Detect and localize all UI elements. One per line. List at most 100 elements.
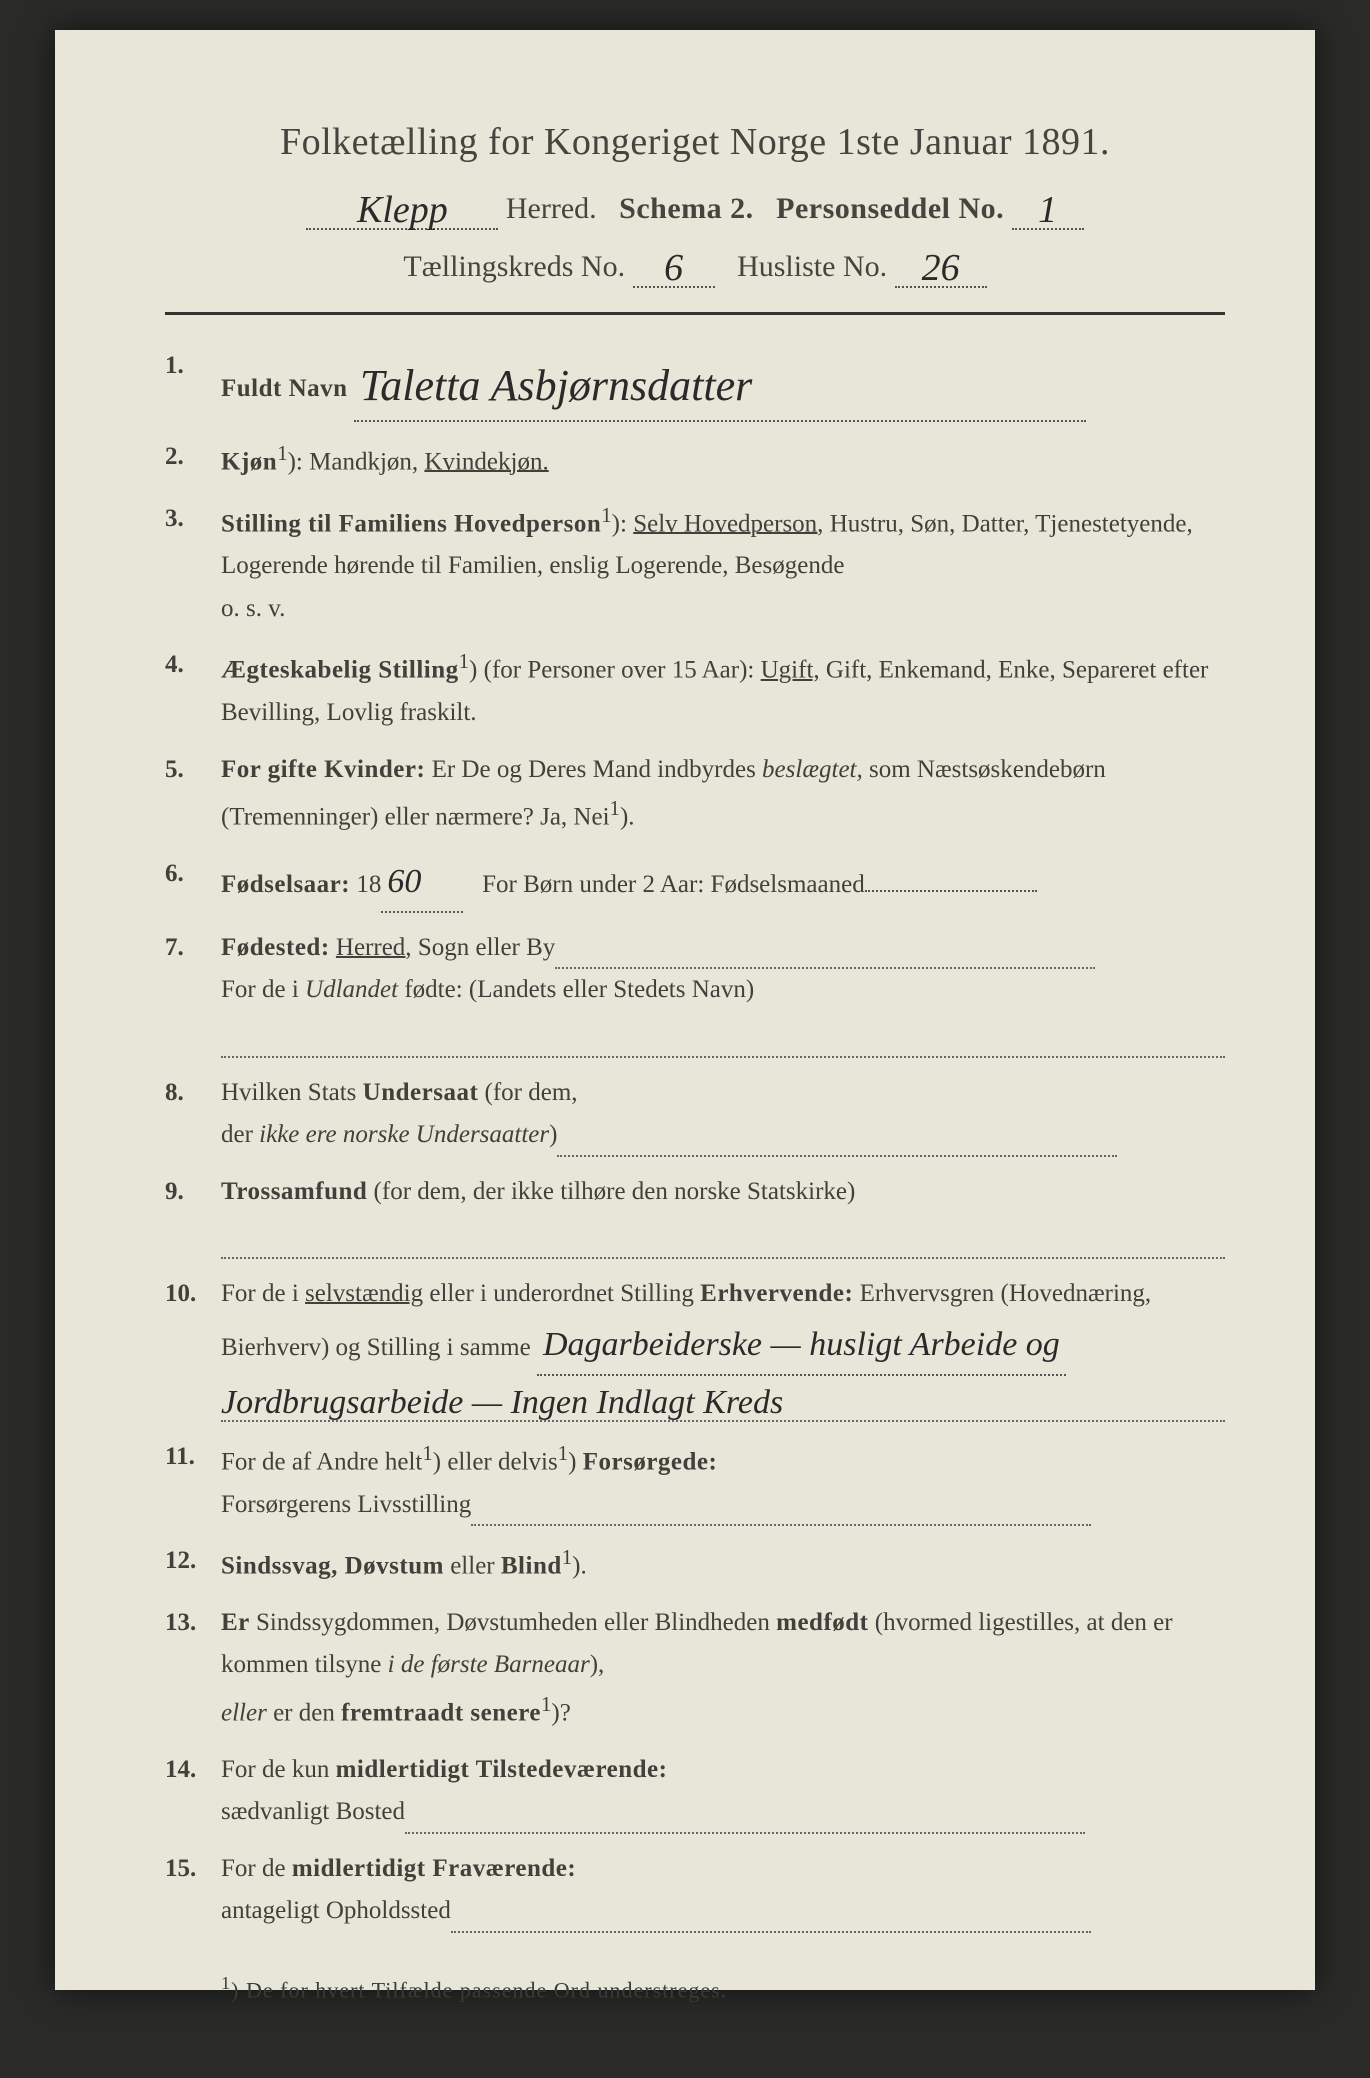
l2em: ikke ere norske Undersaatter xyxy=(259,1121,549,1148)
month-field xyxy=(865,890,1037,892)
item-body: Fuldt Navn Taletta Asbjørnsdatter xyxy=(221,345,1225,422)
item-num: 4. xyxy=(165,644,221,687)
text-b: eller i underordnet Stilling xyxy=(423,1280,700,1307)
occ-field-1: Dagarbeiderske — husligt Arbeide og xyxy=(537,1316,1066,1376)
sup: 1 xyxy=(541,1692,551,1716)
subject-field xyxy=(557,1125,1117,1157)
text: Sogn eller By xyxy=(412,934,556,961)
whereabouts-field xyxy=(451,1901,1091,1933)
item-num: 6. xyxy=(165,853,221,896)
occ-hand-2: Jordbrugsarbeide — Ingen Indlagt Kreds xyxy=(221,1374,783,1432)
line2: sædvanligt Bosted xyxy=(221,1791,1225,1834)
year-field: 60 xyxy=(381,853,463,913)
item-num: 15. xyxy=(165,1848,221,1891)
tail: ). xyxy=(572,1552,587,1579)
text-c: ) xyxy=(568,1448,583,1475)
item-body: Sindssvag, Døvstum eller Blind1). xyxy=(221,1540,1225,1588)
line2: Forsørgerens Livsstilling xyxy=(221,1484,1225,1527)
subline-1: Klepp Herred. Schema 2. Personseddel No.… xyxy=(165,184,1225,230)
text-a: Hvilken Stats xyxy=(221,1079,363,1106)
item-body: For de i selvstændig eller i underordnet… xyxy=(221,1273,1225,1421)
divider xyxy=(165,312,1225,315)
item-body: Ægteskabelig Stilling1) (for Personer ov… xyxy=(221,644,1225,734)
line2: For de i Udlandet fødte: (Landets eller … xyxy=(221,969,1225,1012)
occ-hand-1: Dagarbeiderske — husligt Arbeide og xyxy=(543,1326,1060,1363)
item-label2: medfødt xyxy=(776,1609,868,1636)
item-num: 3. xyxy=(165,498,221,541)
item-num: 1. xyxy=(165,345,221,388)
footnote: 1) De for hvert Tilfælde passende Ord un… xyxy=(221,1973,1225,2003)
abroad-field xyxy=(221,1016,1225,1058)
l2a: der xyxy=(221,1121,259,1148)
item-num: 2. xyxy=(165,436,221,479)
item-body: Fødselsaar: 1860 For Børn under 2 Aar: F… xyxy=(221,853,1225,913)
selected-value: selvstændig xyxy=(305,1280,423,1307)
item-num: 10. xyxy=(165,1273,221,1316)
residence-field xyxy=(405,1802,1085,1834)
text-a: Sindssygdommen, Døvstumheden eller Blind… xyxy=(250,1609,776,1636)
text-a: For de xyxy=(221,1855,292,1882)
herred-label: Herred. xyxy=(506,192,597,225)
item-label: Fuldt Navn xyxy=(221,375,348,402)
em: beslægtet, xyxy=(762,756,863,783)
l2: sædvanligt Bosted xyxy=(221,1798,405,1825)
item-4: 4. Ægteskabelig Stilling1) (for Personer… xyxy=(165,644,1225,734)
l2: Forsørgerens Livsstilling xyxy=(221,1491,471,1518)
items-list: 1. Fuldt Navn Taletta Asbjørnsdatter 2. … xyxy=(165,345,1225,1933)
text-c: ), xyxy=(590,1651,605,1678)
item-body: For de af Andre helt1) eller delvis1) Fo… xyxy=(221,1436,1225,1526)
header-block: Folketælling for Kongeriget Norge 1ste J… xyxy=(165,120,1225,288)
text-c: o. s. v. xyxy=(221,588,1225,631)
item-14: 14. For de kun midlertidigt Tilstedevære… xyxy=(165,1749,1225,1834)
item-11: 11. For de af Andre helt1) eller delvis1… xyxy=(165,1436,1225,1526)
item-num: 5. xyxy=(165,749,221,792)
text-b: (for dem, xyxy=(478,1079,577,1106)
item-10: 10. For de i selvstændig eller i underor… xyxy=(165,1273,1225,1421)
l2b: fødte: (Landets eller Stedets Navn) xyxy=(398,976,754,1003)
l2a: For de i xyxy=(221,976,305,1003)
item-num: 11. xyxy=(165,1436,221,1479)
text-a: For de af Andre helt xyxy=(221,1448,422,1475)
kreds-hand: 6 xyxy=(664,247,683,289)
sup: 1 xyxy=(610,796,620,820)
item-6: 6. Fødselsaar: 1860 For Børn under 2 Aar… xyxy=(165,853,1225,913)
item-13: 13. Er Sindssygdommen, Døvstumheden elle… xyxy=(165,1602,1225,1735)
schema-label: Schema 2. xyxy=(619,192,754,225)
em: i de første Barneaar xyxy=(388,1651,590,1678)
text-a: ) (for Personer over 15 Aar): xyxy=(469,657,761,684)
religion-field xyxy=(221,1217,1225,1259)
herred-field: Klepp xyxy=(306,184,498,230)
item-label: Fødselsaar: xyxy=(221,871,350,898)
item-9: 9. Trossamfund (for dem, der ikke tilhør… xyxy=(165,1171,1225,1260)
sup1: 1 xyxy=(422,1441,432,1465)
text-a: ): xyxy=(612,510,634,537)
footnote-text: ) De for hvert Tilfælde passende Ord und… xyxy=(231,1977,727,2002)
item-label: midlertidigt Fraværende: xyxy=(292,1855,576,1882)
selected-value: Herred, xyxy=(336,934,412,961)
item-body: For de kun midlertidigt Tilstedeværende:… xyxy=(221,1749,1225,1834)
personseddel-hand: 1 xyxy=(1038,189,1057,231)
item-label: Fødested: xyxy=(221,934,330,961)
personseddel-label: Personseddel No. xyxy=(776,192,1004,225)
sup: 1 xyxy=(277,441,287,465)
item-1: 1. Fuldt Navn Taletta Asbjørnsdatter xyxy=(165,345,1225,422)
husliste-label: Husliste No. xyxy=(737,250,887,283)
item-body: Fødested: Herred, Sogn eller By For de i… xyxy=(221,927,1225,1058)
kreds-label: Tællingskreds No. xyxy=(403,250,625,283)
l2em: Udlandet xyxy=(305,976,398,1003)
main-title: Folketælling for Kongeriget Norge 1ste J… xyxy=(165,120,1225,164)
text-a: For de kun xyxy=(221,1756,336,1783)
item-label: Trossamfund xyxy=(221,1178,367,1205)
item-text: ): Mandkjøn, xyxy=(288,448,425,475)
l2b: er den xyxy=(273,1699,341,1726)
tail: ). xyxy=(620,804,635,831)
text: For Børn under 2 Aar: Fødselsmaaned xyxy=(476,871,865,898)
footnote-sup: 1 xyxy=(221,1973,231,1993)
item-num: 13. xyxy=(165,1602,221,1645)
text-b: ) eller delvis xyxy=(433,1448,558,1475)
item-label: Er xyxy=(221,1609,250,1636)
item-num: 9. xyxy=(165,1171,221,1214)
subline-2: Tællingskreds No. 6 Husliste No. 26 xyxy=(165,242,1225,288)
item-label: Forsørgede: xyxy=(583,1448,718,1475)
item-num: 7. xyxy=(165,927,221,970)
